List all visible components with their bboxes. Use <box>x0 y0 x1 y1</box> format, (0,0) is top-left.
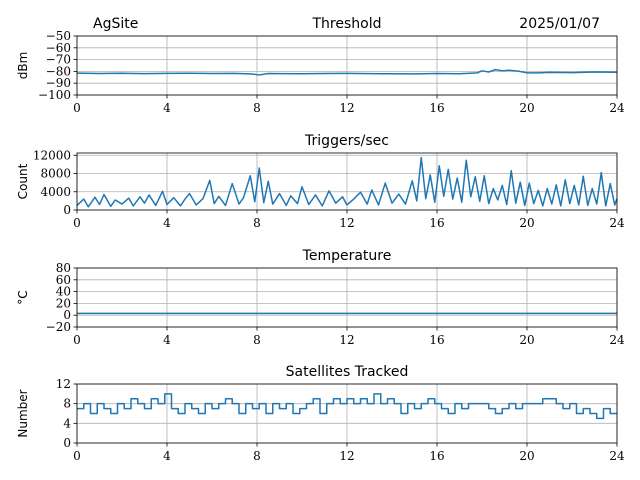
triggers-xtick-label: 0 <box>73 216 81 230</box>
threshold-plot: 0 4 8 12 16 20 24 −100−90−80−70−60−50 Threshold d… <box>16 16 625 115</box>
satellites-ytick-label: 0 <box>63 436 71 450</box>
threshold-xtick-label: 20 <box>519 101 534 115</box>
triggers-xtick-label: 20 <box>519 216 534 230</box>
triggers-xtick-label: 8 <box>253 216 261 230</box>
temperature-xtick-label: 4 <box>163 333 171 347</box>
satellites-plot: 0 4 8 12 16 20 24 0 4 8 12 Satellites Tracked Number <box>16 364 625 463</box>
satellites-xtick-label: 8 <box>253 449 261 463</box>
site-label: AgSite <box>93 16 138 32</box>
temperature-xtick-label: 24 <box>609 333 625 347</box>
temperature-ytick-label: 20 <box>56 296 71 310</box>
satellites-series-line <box>77 393 617 420</box>
temperature-xtick-label: 16 <box>429 333 444 347</box>
triggers-ytick-label: 12000 <box>33 148 71 162</box>
temperature-xtick-label: 0 <box>73 333 81 347</box>
triggers-series-line <box>76 156 618 208</box>
temperature-ytick-label: 60 <box>56 273 71 287</box>
temperature-ylabel: °C <box>16 290 30 304</box>
satellites-xtick-label: 0 <box>73 449 81 463</box>
triggers-plot: 0 4 8 12 16 20 24 0 4000 8000 12000 Triggers/sec Cou… <box>16 133 625 230</box>
satellites-xtick-label: 24 <box>609 449 625 463</box>
threshold-ytick-label: −60 <box>46 41 71 55</box>
satellites-xtick-label: 12 <box>339 449 354 463</box>
triggers-ytick-label: 0 <box>63 203 71 217</box>
threshold-ytick-label: −70 <box>46 53 71 67</box>
temperature-xtick-label: 20 <box>519 333 534 347</box>
plots: 0 4 8 12 16 20 24 −100−90−80−70−60−50 Threshold d… <box>16 16 625 463</box>
threshold-title: Threshold <box>312 16 382 32</box>
satellites-title: Satellites Tracked <box>286 364 409 380</box>
temperature-ytick-label: −20 <box>46 320 71 334</box>
threshold-xtick-label: 8 <box>253 101 261 115</box>
triggers-xtick-label: 12 <box>339 216 354 230</box>
triggers-ytick-label: 8000 <box>40 167 71 181</box>
temperature-ytick-label: 0 <box>63 308 71 322</box>
threshold-ytick-label: −50 <box>46 29 71 43</box>
threshold-xtick-label: 4 <box>163 101 171 115</box>
date-label: 2025/01/07 <box>519 16 600 32</box>
threshold-series-line <box>76 68 618 76</box>
temperature-ytick-label: 40 <box>56 285 71 299</box>
satellites-xtick-label: 4 <box>163 449 171 463</box>
threshold-xtick-label: 16 <box>429 101 444 115</box>
satellites-ylabel: Number <box>16 389 30 437</box>
triggers-xtick-label: 4 <box>163 216 171 230</box>
temperature-title: Temperature <box>302 248 392 264</box>
temperature-ytick-label: 80 <box>56 261 71 275</box>
threshold-ytick-label: −90 <box>46 76 71 90</box>
triggers-title: Triggers/sec <box>304 133 389 149</box>
threshold-xtick-label: 24 <box>609 101 625 115</box>
triggers-xtick-label: 24 <box>609 216 625 230</box>
temperature-xtick-label: 12 <box>339 333 354 347</box>
satellites-xtick-label: 20 <box>519 449 534 463</box>
threshold-ytick-label: −100 <box>38 88 71 102</box>
satellites-ytick-label: 8 <box>63 397 71 411</box>
threshold-ytick-label: −80 <box>46 64 71 78</box>
triggers-ylabel: Count <box>16 163 30 199</box>
threshold-xtick-label: 12 <box>339 101 354 115</box>
satellites-ytick-label: 4 <box>63 416 71 430</box>
threshold-xtick-label: 0 <box>73 101 81 115</box>
satellites-ytick-label: 12 <box>56 377 71 391</box>
temperature-xtick-label: 8 <box>253 333 261 347</box>
triggers-ytick-label: 4000 <box>40 185 71 199</box>
satellites-xtick-label: 16 <box>429 449 444 463</box>
triggers-xtick-label: 16 <box>429 216 444 230</box>
threshold-ylabel: dBm <box>16 52 30 80</box>
